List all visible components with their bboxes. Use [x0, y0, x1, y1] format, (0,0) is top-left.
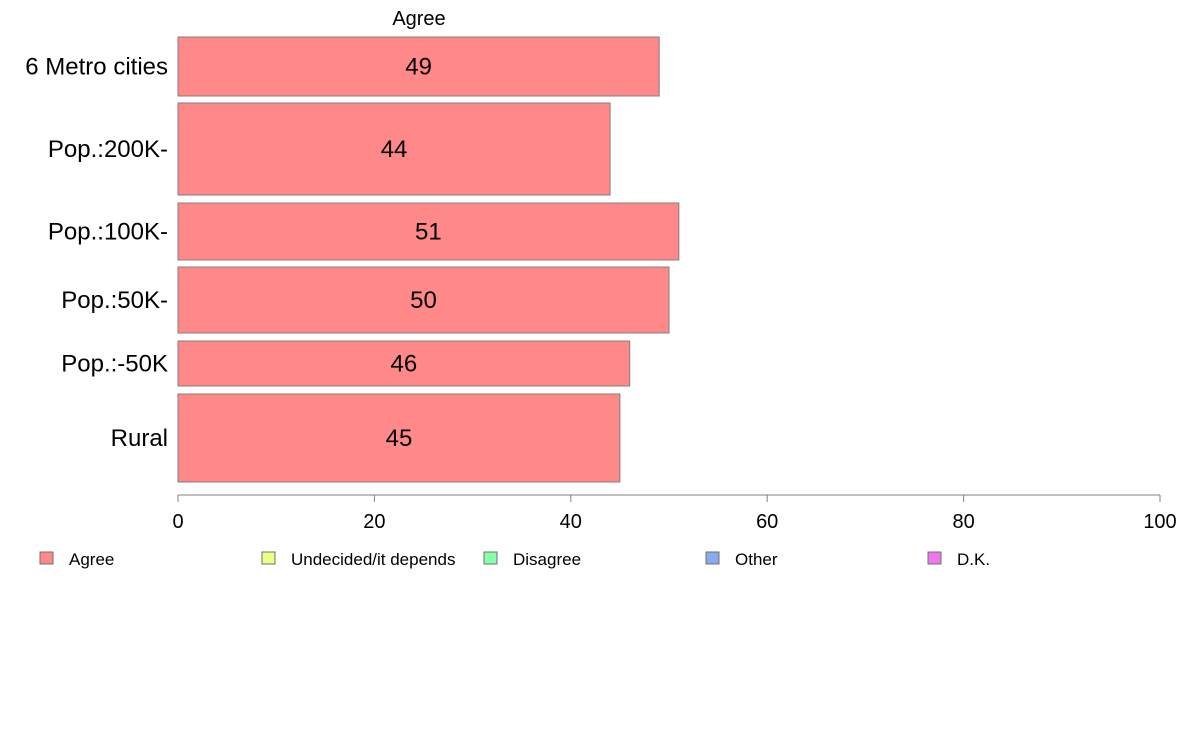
legend-label: Agree	[69, 550, 114, 569]
legend-label: Disagree	[513, 550, 581, 569]
bar-6	[177, 393, 621, 483]
data-label: 46	[391, 351, 418, 378]
legend-swatch	[705, 551, 720, 565]
data-label: 44	[381, 136, 408, 163]
data-label: 51	[415, 219, 442, 246]
x-tick-label: 60	[756, 511, 778, 533]
panel-title: Agree	[392, 8, 445, 30]
legend-swatch	[261, 551, 276, 565]
data-label: 45	[386, 425, 413, 452]
legend-label: Undecided/it depends	[291, 550, 455, 569]
x-tick-label: 0	[172, 511, 183, 533]
category-label: Rural	[111, 425, 168, 452]
x-tick-label: 40	[560, 511, 582, 533]
bar-3	[177, 202, 680, 261]
category-label: Pop.:100K-	[48, 219, 168, 246]
bar-1	[177, 36, 660, 97]
category-label: Pop.:200K-	[48, 136, 168, 163]
legend-swatch	[39, 551, 54, 565]
bar-5	[177, 340, 631, 387]
x-axis: 0 20 40 60 80 100	[172, 494, 1177, 533]
category-label: 6 Metro cities	[25, 54, 168, 81]
legend-label: D.K.	[957, 550, 990, 569]
x-tick-label: 100	[1143, 511, 1176, 533]
bar-2	[177, 102, 611, 196]
data-label: 50	[410, 287, 437, 314]
category-label: Pop.:-50K	[61, 351, 168, 378]
legend-swatch	[483, 551, 498, 565]
legend-swatch	[927, 551, 942, 565]
x-tick-label: 20	[363, 511, 385, 533]
data-label: 49	[405, 54, 432, 81]
bars: 49 6 Metro cities 44 Pop.:200K- 51 Pop.:100K-…	[25, 36, 680, 483]
legend-label: Other	[735, 550, 778, 569]
category-label: Pop.:50K-	[61, 287, 168, 314]
x-tick-label: 80	[952, 511, 974, 533]
legend: Agree Undecided/it depends Disagree Other D.…	[39, 550, 990, 569]
bar-4	[177, 266, 670, 334]
